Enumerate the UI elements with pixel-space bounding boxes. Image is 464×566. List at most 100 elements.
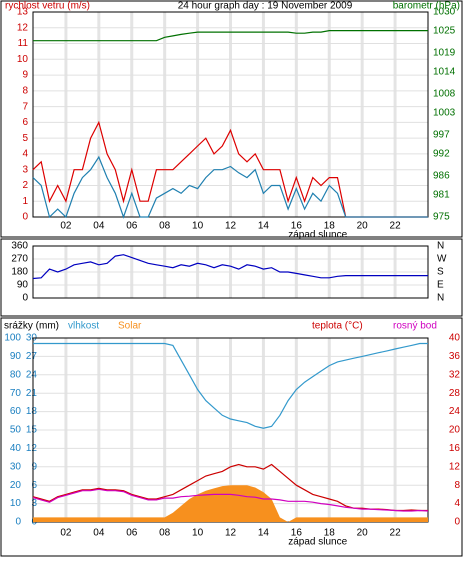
y2-tick-label: 997: [433, 130, 450, 141]
area: [33, 485, 428, 522]
x-tick-label: 16: [291, 528, 303, 539]
rain-tick-label: 3: [31, 498, 37, 509]
x-tick-label: 10: [192, 528, 204, 539]
y2-tick-label: 1003: [433, 107, 456, 118]
x-tick-label: 06: [126, 221, 138, 232]
x-tick-label: 14: [258, 221, 270, 232]
y2-tick-label: 0: [454, 517, 460, 528]
y2-tick-label: N: [437, 293, 444, 304]
plot-frame: [32, 245, 429, 299]
x-tick-label: 02: [60, 528, 72, 539]
y2-tick-label: 24: [449, 406, 461, 417]
y2-tick-label: 1014: [433, 66, 456, 77]
rain-tick-label: 18: [26, 406, 38, 417]
y-tick-label: 10: [17, 54, 29, 65]
panel-frame: [0, 238, 463, 317]
rain-tick-label: 12: [26, 443, 38, 454]
panel-frame: [0, 317, 463, 557]
line: [32, 155, 428, 219]
x-tick-label: 16: [291, 221, 303, 232]
x-tick-label: 20: [357, 528, 369, 539]
y-tick-label: 9: [22, 70, 28, 81]
y2-tick-label: 1008: [433, 89, 456, 100]
chart-title: 24 hour graph day : 19 November 2009: [178, 1, 353, 12]
y2-tick-label: 40: [449, 333, 461, 344]
x-tick-label: 20: [357, 221, 369, 232]
y-tick-label: 1: [22, 196, 28, 207]
grid-stripe: [163, 12, 167, 217]
y2-tick-label: 986: [433, 171, 450, 182]
line: [32, 463, 428, 512]
y-tick-label: 70: [10, 388, 22, 399]
rain-tick-label: 15: [26, 425, 38, 436]
y2-tick-label: 8: [454, 480, 460, 491]
y2-tick-label: 1030: [433, 7, 456, 18]
x-tick-label: 22: [390, 528, 402, 539]
y-tick-label: 50: [10, 425, 22, 436]
x-tick-label: 06: [126, 528, 138, 539]
rain-tick-label: 27: [26, 351, 38, 362]
x-tick-label: 18: [324, 221, 336, 232]
y-tick-label: 8: [22, 85, 28, 96]
y-tick-label: 7: [22, 101, 28, 112]
y-tick-label: 11: [18, 38, 29, 49]
y2-tick-label: 992: [433, 148, 450, 159]
y2-tick-label: 12: [449, 461, 461, 472]
y-tick-label: 2: [22, 180, 28, 191]
y-tick-label: 0: [22, 212, 28, 223]
y-tick-label: 30: [10, 461, 22, 472]
sunset-label: západ slunce: [288, 537, 347, 548]
y-axis-label: rychlost vetru (m/s): [5, 1, 90, 12]
legend-entry: teplota (°C): [312, 321, 363, 332]
x-tick-label: 22: [390, 221, 402, 232]
grid-stripe: [97, 12, 101, 217]
grid-stripe: [294, 12, 298, 217]
rain-axis-label: srážky (mm): [4, 321, 59, 332]
y2-tick-label: 975: [433, 212, 450, 223]
y2-tick-label: 32: [449, 369, 461, 380]
y-tick-label: 5: [22, 133, 28, 144]
y-tick-label: 20: [10, 480, 22, 491]
grid-stripe: [196, 12, 200, 217]
plot-frame: [32, 11, 429, 218]
legend-entry: rosný bod: [393, 321, 437, 332]
y2-tick-label: 16: [449, 443, 461, 454]
y-tick-label: 0: [15, 517, 21, 528]
x-tick-label: 08: [159, 221, 171, 232]
x-tick-label: 12: [225, 528, 237, 539]
x-tick-label: 14: [258, 528, 270, 539]
y-tick-label: 90: [17, 280, 29, 291]
x-tick-label: 10: [192, 221, 204, 232]
x-tick-label: 08: [159, 528, 171, 539]
y2-tick-label: W: [437, 254, 447, 265]
grid-stripe: [261, 12, 265, 217]
y2-tick-label: N: [437, 241, 444, 252]
y2-tick-label: 4: [454, 498, 460, 509]
y-tick-label: 270: [11, 254, 28, 265]
grid-stripe: [64, 12, 68, 217]
x-tick-label: 12: [225, 221, 237, 232]
grid-stripe: [393, 12, 397, 217]
y2-tick-label: 36: [449, 351, 461, 362]
y-tick-label: 10: [10, 498, 22, 509]
y-tick-label: 4: [22, 149, 28, 160]
y2-tick-label: 1025: [433, 25, 456, 36]
line: [32, 254, 428, 280]
y2-tick-label: 28: [449, 388, 461, 399]
y-tick-label: 90: [10, 351, 22, 362]
y2-tick-label: E: [437, 280, 444, 291]
rain-tick-label: 30: [26, 333, 38, 344]
y2-axis-label: barometr (hPa): [393, 1, 460, 12]
y-tick-label: 13: [17, 7, 29, 18]
rain-tick-label: 6: [31, 480, 37, 491]
y-tick-label: 3: [22, 164, 28, 175]
x-tick-label: 04: [93, 528, 105, 539]
legend-entry: Solar: [118, 321, 142, 332]
y-tick-label: 80: [10, 369, 22, 380]
rain-tick-label: 9: [31, 461, 37, 472]
grid-stripe: [229, 12, 232, 217]
y-tick-label: 180: [11, 267, 28, 278]
y2-tick-label: 1019: [433, 48, 456, 59]
x-tick-label: 02: [60, 221, 72, 232]
